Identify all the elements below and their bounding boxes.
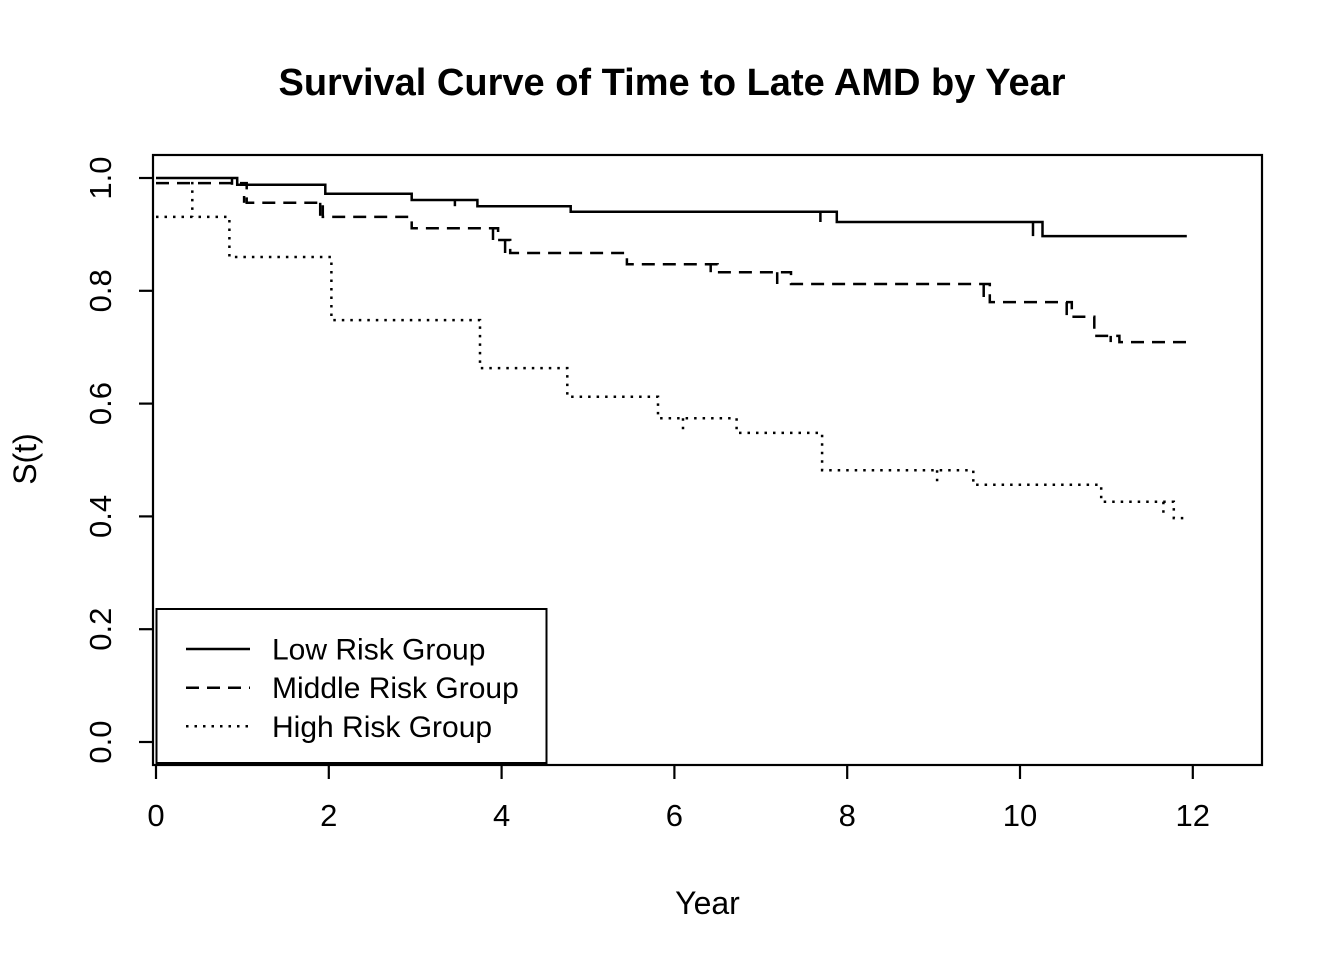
legend-label-middle-risk-group: Middle Risk Group <box>272 672 519 705</box>
censor-marks-high-risk-group <box>191 181 1165 519</box>
x-axis: 0 2 4 6 8 10 12 <box>147 765 1210 833</box>
curve-high-risk-group <box>156 215 1185 520</box>
y-axis: 0.0 0.2 0.4 0.6 0.8 1.0 <box>83 156 153 764</box>
legend-label-high-risk-group: High Risk Group <box>272 711 492 744</box>
x-tick-label: 8 <box>839 798 856 833</box>
y-tick-label: 0.8 <box>83 269 118 312</box>
y-axis-label: S(t) <box>7 433 43 485</box>
curve-middle-risk-group <box>156 181 1187 344</box>
x-tick-label: 6 <box>666 798 683 833</box>
censor-marks-low-risk-group <box>230 178 1035 237</box>
x-tick-label: 2 <box>320 798 337 833</box>
plot-box <box>151 153 1264 767</box>
chart-title: Survival Curve of Time to Late AMD by Ye… <box>278 62 1066 104</box>
legend: Low Risk Group Middle Risk Group High Risk… <box>155 608 548 764</box>
legend-label-low-risk-group: Low Risk Group <box>272 634 485 667</box>
x-tick-label: 4 <box>493 798 510 833</box>
y-tick-label: 0.2 <box>83 608 118 651</box>
legend-box <box>155 608 548 764</box>
y-tick-label: 0.4 <box>83 495 118 538</box>
x-tick-label: 12 <box>1176 798 1210 833</box>
curve-low-risk-group <box>156 176 1187 238</box>
censor-marks-middle-risk-group <box>242 196 1112 343</box>
x-tick-label: 10 <box>1003 798 1037 833</box>
y-tick-label: 1.0 <box>83 156 118 199</box>
x-tick-label: 0 <box>147 798 164 833</box>
x-axis-label: Year <box>675 885 740 921</box>
y-tick-label: 0.6 <box>83 382 118 425</box>
y-tick-label: 0.0 <box>83 720 118 763</box>
